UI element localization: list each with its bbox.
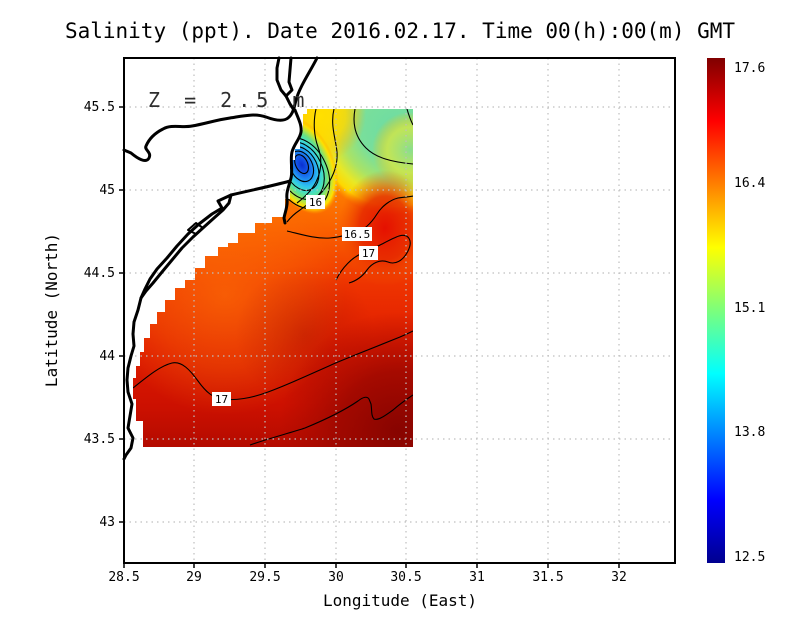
y-axis: 45.5 45 44.5 44 43.5 43 Latitude (North) <box>42 100 124 530</box>
y-tick-label: 43 <box>99 515 115 530</box>
y-tick-label: 43.5 <box>84 432 115 447</box>
contour-label-box <box>306 195 325 209</box>
coastline <box>122 56 319 461</box>
x-axis: 28.5 29 29.5 30 30.5 31 31.5 32 Longitud… <box>108 563 627 610</box>
contour-top-right <box>406 109 413 126</box>
colorbar-tick-label: 16.4 <box>734 176 765 191</box>
y-axis-title: Latitude (North) <box>42 233 61 387</box>
x-tick-label: 28.5 <box>108 570 139 585</box>
contour-label-box <box>342 227 372 241</box>
colorbar-tick-label: 15.1 <box>734 301 765 316</box>
contour-value-labels: 16 16.5 17 17 <box>212 195 378 406</box>
coast-liman-west <box>275 56 288 98</box>
x-tick-label: 32 <box>611 570 627 585</box>
contour-label-box <box>212 392 231 406</box>
contour-17-lower <box>133 330 413 401</box>
lagoon-inner-island <box>187 222 204 235</box>
coast-delta-north <box>229 179 292 197</box>
contour-label-16: 16 <box>309 196 322 209</box>
y-tick-label: 45 <box>99 183 115 198</box>
depth-annotation: Z = 2.5 m <box>148 88 310 112</box>
contour-label-17-lower: 17 <box>215 393 228 406</box>
x-tick-label: 31 <box>469 570 485 585</box>
y-tick-marks <box>119 106 124 523</box>
contour-16 <box>286 109 338 223</box>
contour-lines <box>133 109 413 446</box>
contour-label-16p5: 16.5 <box>344 228 371 241</box>
coast-danube-front <box>282 108 303 225</box>
colorbar-tick-label: 12.5 <box>734 550 765 565</box>
x-axis-title: Longitude (East) <box>323 591 477 610</box>
colorbar: 17.6 16.4 15.1 13.8 12.5 <box>707 58 765 565</box>
colorbar-tick-label: 13.8 <box>734 425 765 440</box>
x-tick-label: 31.5 <box>532 570 563 585</box>
coast-liman-east <box>284 56 294 98</box>
y-tick-label: 44 <box>99 349 115 364</box>
x-tick-label: 30 <box>328 570 344 585</box>
x-tick-label: 29 <box>186 570 202 585</box>
contour-label-17-upper: 17 <box>362 247 375 260</box>
contour-16p5 <box>286 195 413 239</box>
coast-south <box>122 296 143 461</box>
x-tick-label: 30.5 <box>390 570 421 585</box>
x-tick-marks <box>123 563 620 568</box>
x-tick-label: 29.5 <box>249 570 280 585</box>
coast-odessa-bay <box>122 56 319 162</box>
colorbar-tick-label: 17.6 <box>734 61 765 76</box>
figure-title: Salinity (ppt). Date 2016.02.17. Time 00… <box>65 19 735 43</box>
grid-lines <box>124 58 675 563</box>
contour-label-box <box>359 246 378 260</box>
contour-15 <box>296 109 322 204</box>
contour-15p5 <box>353 109 413 165</box>
y-tick-label: 44.5 <box>84 266 115 281</box>
y-tick-label: 45.5 <box>84 100 115 115</box>
colorbar-gradient <box>707 58 725 563</box>
plot-frame <box>123 57 676 564</box>
contour-bottom <box>249 394 413 446</box>
